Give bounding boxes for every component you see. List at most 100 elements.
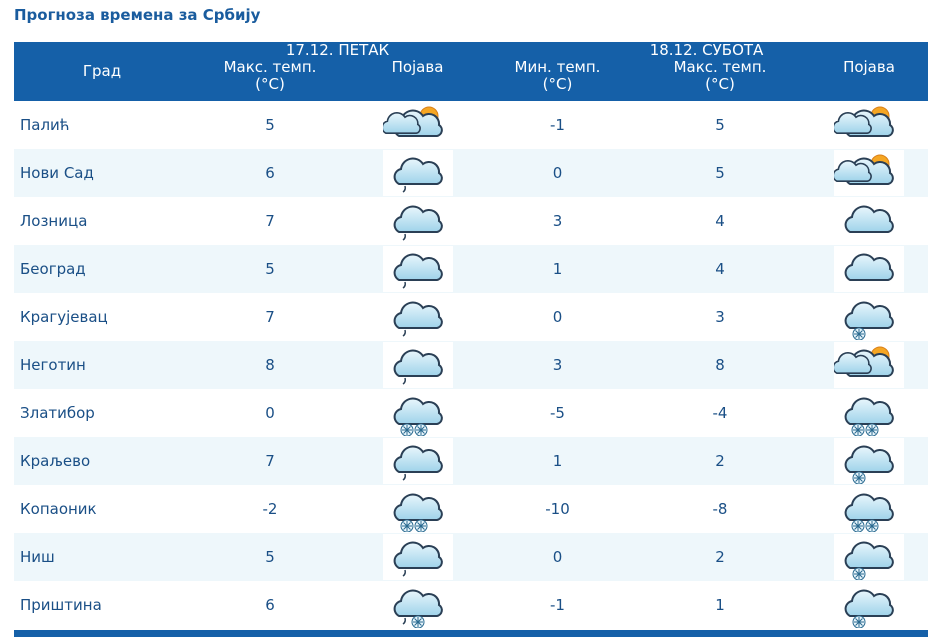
footer-bar (14, 630, 928, 637)
icon-cell (350, 101, 485, 149)
icon-cell (350, 485, 485, 533)
weather-icon (844, 541, 894, 581)
temp-cell: 0 (485, 149, 630, 197)
icon-cell (350, 197, 485, 245)
table-row: Лозница 7 3 4 (14, 197, 928, 245)
city-cell: Копаоник (20, 500, 97, 518)
icon-cell (810, 437, 928, 485)
city-cell: Палић (20, 116, 70, 134)
icon-box (382, 342, 453, 388)
weather-icon (393, 205, 443, 241)
icon-box (382, 390, 453, 437)
icon-box (834, 390, 904, 437)
weather-icon (834, 106, 894, 137)
icon-cell (350, 293, 485, 341)
column-header: Појава (391, 58, 444, 76)
city-cell: Краљево (14, 437, 190, 485)
icon-cell (350, 581, 485, 629)
table-row: Копаоник -2 -10 -8 (14, 485, 928, 533)
weather-icon (393, 397, 443, 437)
day-header: 17.12. ПЕТАК (190, 42, 485, 59)
temp-cell: 6 (265, 596, 275, 614)
table-row: Ниш 5 0 2 (14, 533, 928, 581)
table-row: Неготин 8 3 8 (14, 341, 928, 389)
temp-cell: -2 (262, 500, 278, 518)
icon-box (834, 198, 904, 244)
temp-cell: 3 (485, 341, 630, 389)
icon-cell (350, 389, 485, 437)
icon-box (382, 486, 453, 533)
icon-box (834, 294, 904, 341)
temp-cell: 7 (265, 308, 275, 326)
temp-cell: 8 (190, 341, 350, 389)
page-title: Прогноза времена за Србију (14, 6, 261, 24)
icon-cell (810, 293, 928, 341)
icon-box (834, 534, 904, 581)
weather-icon (393, 157, 443, 193)
table-row: Приштина 6 -1 1 (14, 581, 928, 629)
table-body: Палић 5 -1 5 Нови Сад 6 0 5 Лозница 7 3 4 Београд 5 1 4… (14, 101, 928, 629)
icon-cell (350, 245, 485, 293)
icon-box (382, 534, 453, 580)
temp-cell: 6 (190, 149, 350, 197)
city-cell: Ниш (14, 533, 190, 581)
icon-box (382, 294, 453, 340)
column-header: Мин. темп. (°C) (514, 58, 601, 93)
temp-cell: 5 (190, 245, 350, 293)
temp-cell: 5 (630, 149, 810, 197)
weather-icon (393, 589, 443, 629)
weather-icon (393, 253, 443, 289)
icon-box (382, 198, 453, 244)
temp-cell: -10 (545, 500, 570, 518)
temp-cell: 4 (715, 212, 725, 230)
table-row: Београд 5 1 4 (14, 245, 928, 293)
icon-box (834, 246, 904, 292)
city-cell: Београд (14, 245, 190, 293)
weather-icon (844, 397, 894, 437)
temp-cell: 5 (715, 116, 725, 134)
column-header: Град (14, 42, 190, 101)
icon-cell (810, 149, 928, 197)
temp-cell: 0 (485, 533, 630, 581)
icon-box (834, 342, 904, 388)
city-cell: Приштина (20, 596, 102, 614)
weather-icon (844, 493, 894, 533)
weather-icon (844, 205, 894, 233)
column-header: Макс. темп. (°C) (223, 58, 317, 93)
table-row: Крагујевац 7 0 3 (14, 293, 928, 341)
temp-cell: 1 (715, 596, 725, 614)
weather-icon (393, 445, 443, 481)
table-row: Нови Сад 6 0 5 (14, 149, 928, 197)
icon-cell (810, 389, 928, 437)
temp-cell: 4 (630, 245, 810, 293)
icon-box (382, 582, 453, 629)
icon-box (383, 102, 453, 148)
icon-cell (810, 341, 928, 389)
city-cell: Златибор (20, 404, 95, 422)
temp-cell: -1 (550, 116, 565, 134)
temp-cell: 2 (630, 533, 810, 581)
temp-cell: 3 (715, 308, 725, 326)
weather-icon (834, 346, 894, 377)
icon-cell (810, 485, 928, 533)
icon-cell (810, 533, 928, 581)
temp-cell: 5 (265, 116, 275, 134)
icon-cell (810, 581, 928, 629)
column-header: Појава (843, 58, 895, 76)
temp-cell: -5 (550, 404, 565, 422)
temp-cell: -1 (550, 596, 565, 614)
weather-icon (844, 253, 894, 281)
city-cell: Лозница (20, 212, 88, 230)
icon-box (834, 582, 904, 629)
icon-box (834, 150, 904, 196)
icon-cell (810, 245, 928, 293)
temp-cell: 0 (265, 404, 275, 422)
city-cell: Неготин (14, 341, 190, 389)
temp-cell: 2 (630, 437, 810, 485)
icon-box (382, 438, 453, 484)
weather-icon (844, 589, 894, 629)
temp-cell: 8 (630, 341, 810, 389)
city-cell: Нови Сад (14, 149, 190, 197)
